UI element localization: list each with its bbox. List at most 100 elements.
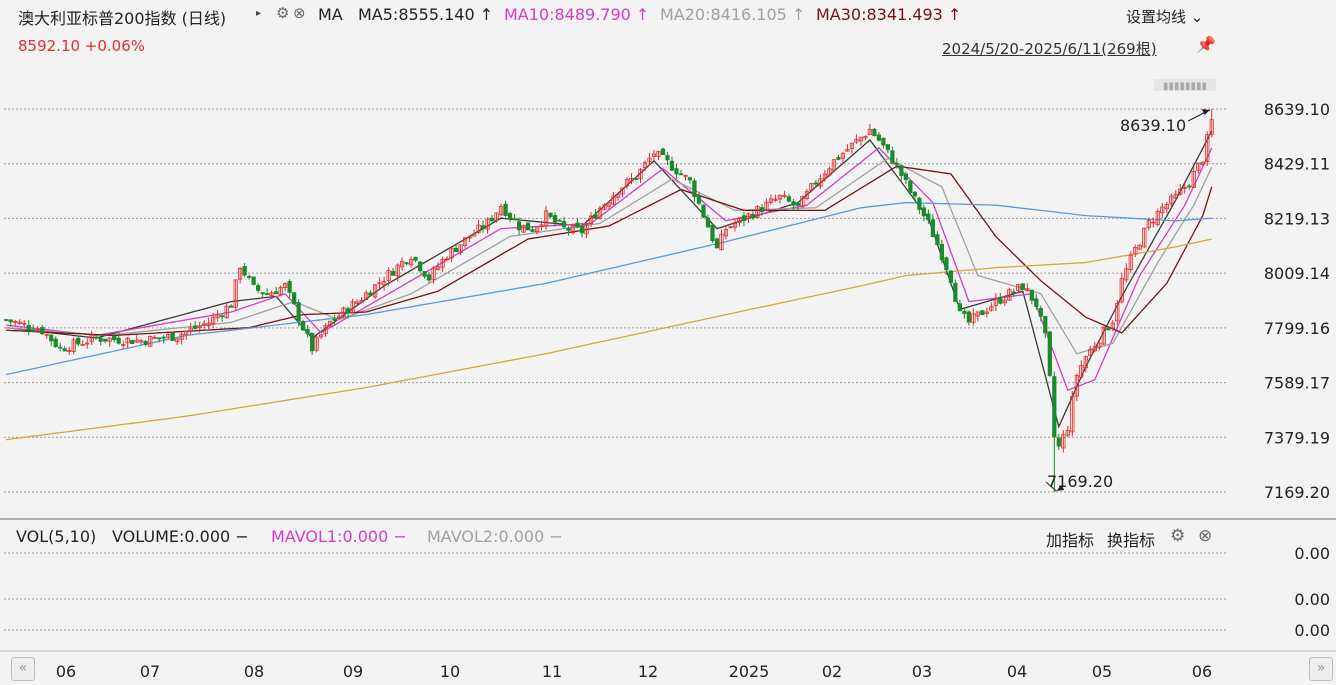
candlestick [1110, 320, 1115, 332]
candlestick [764, 198, 769, 212]
candlestick [660, 147, 666, 156]
candlestick [624, 177, 630, 189]
candlestick [1196, 162, 1201, 174]
switch-indicator-button[interactable]: 换指标 [1107, 531, 1156, 550]
candlestick [629, 173, 634, 185]
time-tick-label: 04 [1007, 662, 1027, 681]
candlestick [116, 333, 121, 345]
candlestick [1007, 287, 1012, 301]
candlestick [31, 324, 36, 333]
candlestick [912, 191, 917, 201]
volume-tick-label: 0.00 [1294, 590, 1330, 609]
candlestick [525, 222, 531, 231]
candlestick [597, 205, 603, 220]
candlestick [678, 169, 684, 176]
candlestick [278, 285, 283, 297]
volume-tick-label: 0.00 [1294, 621, 1330, 640]
time-tick-label: 06 [56, 662, 76, 681]
candlestick [328, 320, 333, 327]
candlestick [606, 200, 612, 210]
chart-title[interactable]: 澳大利亚标普200指数 (日线) [18, 9, 227, 28]
candlestick [341, 306, 346, 319]
candlestick [404, 261, 409, 266]
candlestick [732, 218, 738, 232]
candlestick [458, 244, 463, 256]
candlestick [854, 134, 859, 145]
candlestick [899, 165, 904, 181]
candlestick [503, 200, 508, 217]
candlestick [975, 311, 980, 322]
candlestick [1034, 294, 1039, 310]
candlestick [903, 171, 908, 185]
candlestick [836, 154, 841, 161]
candlestick [584, 220, 589, 239]
candlestick [665, 151, 670, 166]
candlestick [287, 279, 292, 298]
candlestick [130, 339, 135, 344]
candlestick [350, 298, 355, 314]
candlestick [305, 324, 310, 338]
candlestick [184, 330, 189, 340]
candlestick [1020, 283, 1025, 290]
title-expand-icon[interactable]: ▸ [256, 8, 262, 19]
candlestick [1106, 326, 1111, 331]
candlestick [323, 322, 328, 337]
candlestick [1142, 227, 1147, 249]
candlestick [552, 212, 558, 227]
candlestick [17, 319, 22, 325]
scroll-right-button[interactable]: » [1309, 657, 1333, 681]
candlestick [840, 151, 846, 164]
pin-icon[interactable]: 📌 [1196, 35, 1216, 54]
candlestick [1038, 305, 1043, 322]
candlestick [40, 324, 45, 336]
candlestick [1191, 167, 1196, 188]
candlestick [696, 192, 702, 206]
candlestick [1160, 202, 1165, 219]
candlestick [368, 290, 373, 296]
candlestick [170, 332, 175, 341]
candlestick [638, 168, 643, 183]
candlestick [773, 194, 778, 203]
indicator-close-icon[interactable]: ⊗ [1198, 526, 1213, 546]
candlestick [989, 302, 994, 312]
candlestick [575, 218, 580, 229]
ma-close-icon[interactable]: ⊗ [293, 4, 306, 22]
candlestick [242, 263, 247, 278]
set-ma-button[interactable]: 设置均线 ⌄ [1126, 8, 1204, 26]
svg-text:▮▮▮▮▮▮▮▮: ▮▮▮▮▮▮▮▮ [1163, 81, 1207, 92]
candlestick [211, 312, 216, 329]
candlestick [719, 229, 724, 251]
mavol1-value: MAVOL1:0.000 − [271, 527, 407, 546]
candlestick [76, 335, 81, 347]
add-indicator-button[interactable]: 加指标 [1046, 531, 1095, 550]
candlestick [957, 299, 962, 312]
candlestick [611, 191, 616, 206]
candlestick [53, 336, 58, 348]
candlestick [512, 213, 517, 221]
candlestick [570, 223, 576, 235]
price-grid [4, 108, 1226, 493]
candlestick [175, 338, 180, 345]
candlestick [768, 194, 774, 205]
candlestick [188, 322, 193, 336]
candlestick [462, 237, 468, 249]
ma-line-ma20 [6, 157, 1213, 355]
candlestick [269, 290, 274, 296]
ma30-value: MA30:8341.493 ↑ [816, 5, 962, 24]
indicator-gear-icon[interactable]: ⚙ [1170, 526, 1186, 546]
candlestick [67, 346, 72, 356]
ma5-value: MA5:8555.140 ↑ [358, 5, 494, 24]
candlestick [782, 190, 787, 199]
candlestick [1133, 244, 1138, 257]
scroll-handle[interactable]: ▮▮▮▮▮▮▮▮ [1154, 79, 1216, 92]
date-range-link[interactable]: 2024/5/20-2025/6/11(269根) [942, 40, 1157, 58]
candlestick [579, 222, 585, 238]
low-pointer [1045, 481, 1057, 492]
candlestick [310, 332, 315, 355]
candlestick [1025, 283, 1030, 292]
candlestick [1209, 109, 1214, 138]
candlestick [332, 314, 337, 326]
scroll-left-button[interactable]: « [11, 657, 35, 681]
ma-settings-gear-icon[interactable]: ⚙ [276, 4, 290, 22]
